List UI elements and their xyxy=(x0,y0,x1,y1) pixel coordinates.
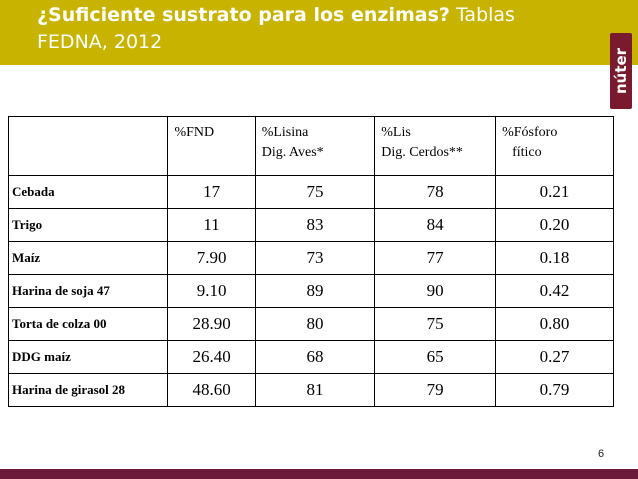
cell-lis-cerdos: 78 xyxy=(374,175,497,209)
cell-fnd: 17 xyxy=(167,175,256,209)
cell-fosforo: 0.27 xyxy=(495,340,614,374)
cell-fnd: 48.60 xyxy=(167,373,256,407)
table-row: Harina de soja 47 9.10 89 90 0.42 xyxy=(7,274,614,308)
header-cell-fnd: %FND xyxy=(167,116,256,176)
table-row: DDG maíz 26.40 68 65 0.27 xyxy=(7,340,614,374)
cell-fnd: 11 xyxy=(167,208,256,242)
cell-lisina-aves: 80 xyxy=(254,307,376,341)
header-fosforo-line1: %Fósforo xyxy=(502,125,558,140)
row-label: Trigo xyxy=(7,208,169,242)
cell-fnd: 28.90 xyxy=(167,307,256,341)
table-header-row: %FND %Lisina Dig. Aves* %Lis Dig. Cerdos… xyxy=(7,116,614,176)
row-label: Cebada xyxy=(7,175,169,209)
logo-text: núter xyxy=(612,47,630,95)
header-fosforo-line2: fítico xyxy=(512,145,542,160)
header-cell-lisina-aves: %Lisina Dig. Aves* xyxy=(254,116,376,176)
nuter-logo: núter xyxy=(610,33,632,109)
cell-lisina-aves: 75 xyxy=(254,175,376,209)
table-row: Maíz 7.90 73 77 0.18 xyxy=(7,241,614,275)
title-rest: Tablas FEDNA, 2012 xyxy=(37,4,515,53)
title-bold: ¿Suficiente sustrato para los enzimas? xyxy=(37,4,450,26)
row-label: Maíz xyxy=(7,241,169,275)
table-row: Torta de colza 00 28.90 80 75 0.80 xyxy=(7,307,614,341)
header-cell-fosforo: %Fósforo fítico xyxy=(495,116,614,176)
enzyme-substrate-table: %FND %Lisina Dig. Aves* %Lis Dig. Cerdos… xyxy=(7,116,614,407)
header-lisina-line1: %Lisina xyxy=(261,125,309,140)
cell-lis-cerdos: 90 xyxy=(374,274,497,308)
table-row: Trigo 11 83 84 0.20 xyxy=(7,208,614,242)
table-row: Cebada 17 75 78 0.21 xyxy=(7,175,614,209)
cell-fosforo: 0.21 xyxy=(495,175,614,209)
cell-fosforo: 0.20 xyxy=(495,208,614,242)
header-lisina-line2: Dig. Aves* xyxy=(261,145,324,160)
cell-lis-cerdos: 75 xyxy=(374,307,497,341)
row-label: Harina de girasol 28 xyxy=(7,373,169,407)
row-label: DDG maíz xyxy=(7,340,169,374)
cell-lisina-aves: 81 xyxy=(254,373,376,407)
header-cell-empty xyxy=(7,116,169,176)
cell-fnd: 9.10 xyxy=(167,274,256,308)
page-number: 6 xyxy=(598,448,605,460)
table-row: Harina de girasol 28 48.60 81 79 0.79 xyxy=(7,373,614,407)
cell-lis-cerdos: 77 xyxy=(374,241,497,275)
cell-fosforo: 0.42 xyxy=(495,274,614,308)
cell-fosforo: 0.79 xyxy=(495,373,614,407)
cell-lisina-aves: 89 xyxy=(254,274,376,308)
cell-fosforo: 0.18 xyxy=(495,241,614,275)
row-label: Torta de colza 00 xyxy=(7,307,169,341)
cell-lisina-aves: 68 xyxy=(254,340,376,374)
header-lis-line2: Dig. Cerdos** xyxy=(381,145,463,160)
footer-bar xyxy=(0,469,638,479)
header-lis-line1: %Lis xyxy=(381,125,411,140)
header-cell-lis-cerdos: %Lis Dig. Cerdos** xyxy=(374,116,497,176)
header-bar: ¿Suficiente sustrato para los enzimas? T… xyxy=(0,0,638,65)
cell-lisina-aves: 83 xyxy=(254,208,376,242)
cell-lis-cerdos: 84 xyxy=(374,208,497,242)
row-label: Harina de soja 47 xyxy=(7,274,169,308)
slide-title: ¿Suficiente sustrato para los enzimas? T… xyxy=(37,2,557,56)
cell-fosforo: 0.80 xyxy=(495,307,614,341)
cell-lis-cerdos: 65 xyxy=(374,340,497,374)
cell-fnd: 26.40 xyxy=(167,340,256,374)
cell-lisina-aves: 73 xyxy=(254,241,376,275)
cell-lis-cerdos: 79 xyxy=(374,373,497,407)
cell-fnd: 7.90 xyxy=(167,241,256,275)
